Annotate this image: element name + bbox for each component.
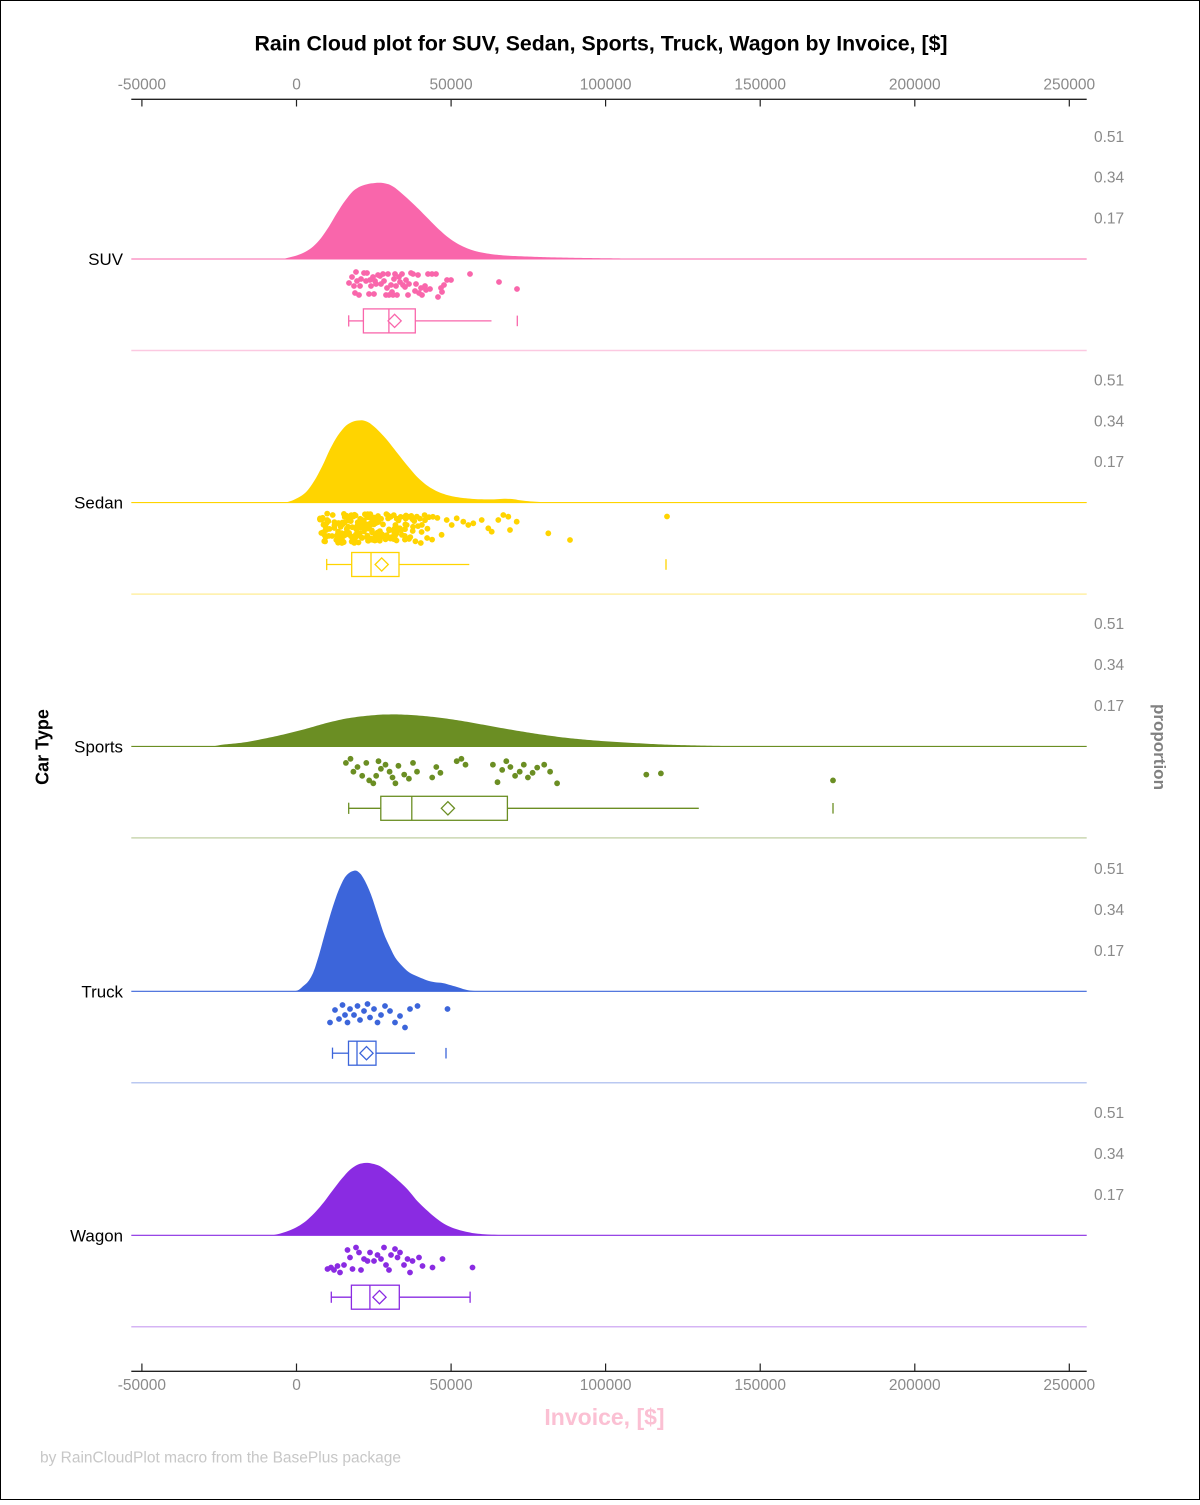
svg-text:0.34: 0.34 xyxy=(1094,902,1125,919)
svg-text:0.34: 0.34 xyxy=(1094,170,1125,187)
svg-text:250000: 250000 xyxy=(1043,1377,1095,1394)
svg-text:250000: 250000 xyxy=(1043,77,1095,94)
svg-text:Sedan: Sedan xyxy=(74,494,123,513)
svg-text:200000: 200000 xyxy=(889,1377,941,1394)
svg-text:-50000: -50000 xyxy=(118,77,167,94)
svg-text:0: 0 xyxy=(292,77,301,94)
svg-text:SUV: SUV xyxy=(88,250,123,269)
svg-text:Sports: Sports xyxy=(74,738,123,757)
svg-text:Truck: Truck xyxy=(81,982,123,1001)
svg-text:0.17: 0.17 xyxy=(1094,698,1124,715)
svg-text:0.51: 0.51 xyxy=(1094,616,1124,633)
svg-text:100000: 100000 xyxy=(580,77,632,94)
svg-text:50000: 50000 xyxy=(430,1377,473,1394)
svg-text:50000: 50000 xyxy=(430,77,473,94)
svg-text:Rain Cloud plot for SUV, Sedan: Rain Cloud plot for SUV, Sedan, Sports, … xyxy=(254,32,947,56)
svg-text:Wagon: Wagon xyxy=(70,1226,123,1245)
svg-text:0.17: 0.17 xyxy=(1094,943,1124,960)
svg-text:200000: 200000 xyxy=(889,77,941,94)
svg-text:proportion: proportion xyxy=(1150,704,1169,790)
svg-text:0.17: 0.17 xyxy=(1094,1187,1124,1204)
svg-text:by RainCloudPlot macro from th: by RainCloudPlot macro from the BasePlus… xyxy=(40,1450,401,1467)
svg-text:0.51: 0.51 xyxy=(1094,1105,1124,1122)
svg-text:-50000: -50000 xyxy=(118,1377,167,1394)
svg-text:150000: 150000 xyxy=(734,77,786,94)
svg-text:Car Type: Car Type xyxy=(33,709,53,785)
svg-text:0.34: 0.34 xyxy=(1094,657,1125,674)
svg-text:100000: 100000 xyxy=(580,1377,632,1394)
svg-text:Invoice, [$]: Invoice, [$] xyxy=(544,1404,664,1430)
svg-text:0.17: 0.17 xyxy=(1094,211,1124,228)
svg-text:0.51: 0.51 xyxy=(1094,861,1124,878)
svg-text:0.17: 0.17 xyxy=(1094,454,1124,471)
svg-text:0: 0 xyxy=(292,1377,301,1394)
svg-text:0.34: 0.34 xyxy=(1094,1146,1125,1163)
svg-text:150000: 150000 xyxy=(734,1377,786,1394)
svg-text:0.51: 0.51 xyxy=(1094,129,1124,146)
svg-text:0.51: 0.51 xyxy=(1094,372,1124,389)
svg-text:0.34: 0.34 xyxy=(1094,413,1125,430)
